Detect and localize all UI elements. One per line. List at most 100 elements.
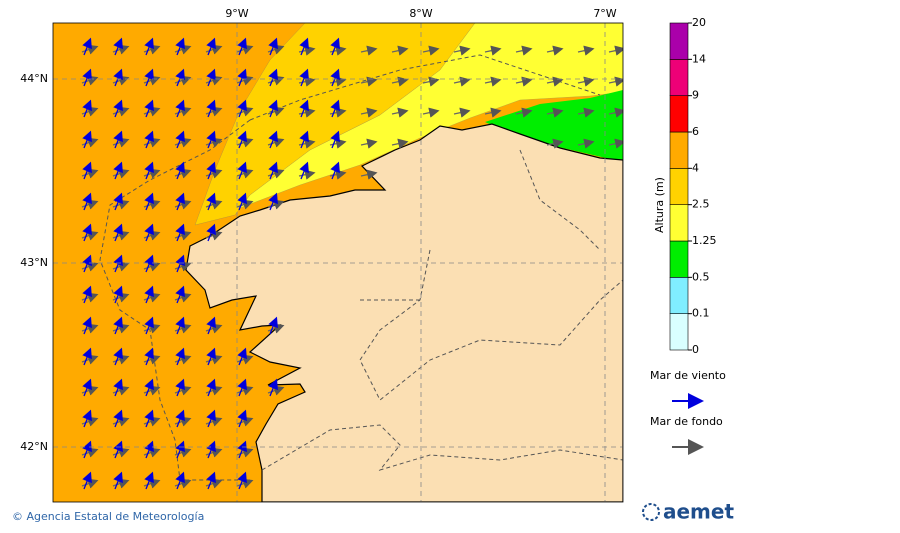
wind-sea-arrow	[144, 130, 154, 149]
swell-arrow	[174, 75, 192, 86]
swell-arrow	[391, 76, 409, 87]
swell-arrow	[608, 76, 623, 87]
wind-sea-arrow	[113, 471, 123, 490]
wind-sea-arrow	[113, 316, 123, 335]
swell-arrow	[608, 107, 623, 118]
wind-sea-arrow	[144, 223, 154, 242]
swell-arrow	[112, 478, 130, 489]
wind-sea-arrow	[299, 99, 309, 118]
swell-arrow	[143, 230, 161, 241]
wind-sea-arrow	[175, 378, 185, 397]
swell-arrow	[484, 76, 502, 87]
swell-arrow	[298, 107, 316, 118]
swell-arrow	[391, 107, 409, 118]
swell-arrow	[608, 45, 623, 56]
wind-sea-arrow	[206, 409, 216, 428]
swell-arrow	[577, 76, 595, 87]
swell-arrow	[267, 106, 285, 117]
swell-arrow	[143, 416, 161, 427]
wind-sea-arrow	[82, 192, 92, 211]
swell-arrow	[112, 416, 130, 427]
wind-sea-arrow	[175, 223, 185, 242]
swell-arrow	[236, 385, 254, 396]
swell-arrow	[329, 138, 347, 149]
swell-arrow	[236, 199, 254, 210]
wind-sea-arrow	[299, 130, 309, 149]
swell-arrow	[174, 168, 192, 179]
swell-arrow	[236, 44, 254, 55]
swell-arrow	[174, 478, 192, 489]
colorbar-tick-label: 20	[692, 16, 706, 29]
swell-arrow	[267, 44, 285, 55]
swell-arrow	[174, 354, 192, 365]
swell-arrow	[360, 45, 378, 56]
swell-arrow	[205, 44, 223, 55]
swell-arrow	[81, 106, 99, 117]
swell-arrow	[205, 323, 223, 334]
lon-label: 9°W	[225, 7, 248, 20]
lon-label: 8°W	[409, 7, 432, 20]
swell-arrow	[174, 261, 192, 272]
wind-sea-arrow	[237, 130, 247, 149]
swell-arrow	[143, 478, 161, 489]
wind-sea-arrow	[113, 161, 123, 180]
wind-sea-arrow	[175, 161, 185, 180]
swell-arrow	[608, 138, 623, 149]
swell-arrow	[174, 323, 192, 334]
swell-arrow	[577, 138, 595, 149]
swell-arrow	[484, 45, 502, 56]
swell-arrow	[143, 354, 161, 365]
swell-arrow	[298, 169, 316, 180]
swell-arrow	[422, 76, 440, 87]
wind-sea-arrow	[144, 37, 154, 56]
swell-arrow	[174, 230, 192, 241]
wind-sea-arrow	[206, 378, 216, 397]
wind-sea-arrow	[237, 161, 247, 180]
swell-arrow	[112, 323, 130, 334]
swell-arrow	[112, 261, 130, 272]
wind-sea-arrow	[82, 130, 92, 149]
swell-arrow	[112, 230, 130, 241]
legend: Mar de viento Mar de fondo	[650, 369, 726, 455]
swell-arrow	[236, 416, 254, 427]
colorbar-swatch	[669, 131, 689, 169]
legend-label: Mar de fondo	[650, 415, 723, 428]
swell-arrow	[143, 199, 161, 210]
swell-arrow	[81, 478, 99, 489]
wind-sea-arrow	[113, 99, 123, 118]
swell-arrow	[360, 169, 378, 180]
swell-arrow	[298, 76, 316, 87]
wind-sea-arrow	[113, 68, 123, 87]
border	[261, 424, 623, 471]
wind-sea-arrow	[299, 68, 309, 87]
wind-sea-arrow	[175, 37, 185, 56]
colorbar: 0 0.1 0.5 1.25 2.5 4 6 9 14 20	[669, 16, 717, 356]
swell-arrow	[329, 169, 347, 180]
swell-arrow	[81, 230, 99, 241]
wind-sea-arrow	[113, 440, 123, 459]
map	[53, 23, 623, 502]
swell-arrow	[267, 323, 285, 334]
wind-sea-arrow	[206, 471, 216, 490]
swell-arrow	[205, 478, 223, 489]
swell-arrow	[236, 137, 254, 148]
wind-sea-arrow	[144, 68, 154, 87]
swell-arrow	[205, 354, 223, 365]
swell-arrow	[205, 230, 223, 241]
wind-sea-arrow	[144, 161, 154, 180]
swell-arrow	[515, 45, 533, 56]
swell-arrow	[112, 199, 130, 210]
wind-sea-arrow	[268, 378, 278, 397]
wind-sea-arrow	[144, 347, 154, 366]
wind-sea-arrow	[175, 285, 185, 304]
swell-arrow	[205, 106, 223, 117]
colorbar-swatch	[669, 168, 689, 205]
swell-arrow	[81, 168, 99, 179]
wind-sea-arrow	[113, 223, 123, 242]
swell-arrow	[81, 261, 99, 272]
wind-sea-arrow	[82, 409, 92, 428]
wind-sea-arrow	[82, 223, 92, 242]
wind-sea-arrow	[113, 130, 123, 149]
wind-sea-arrow	[206, 130, 216, 149]
